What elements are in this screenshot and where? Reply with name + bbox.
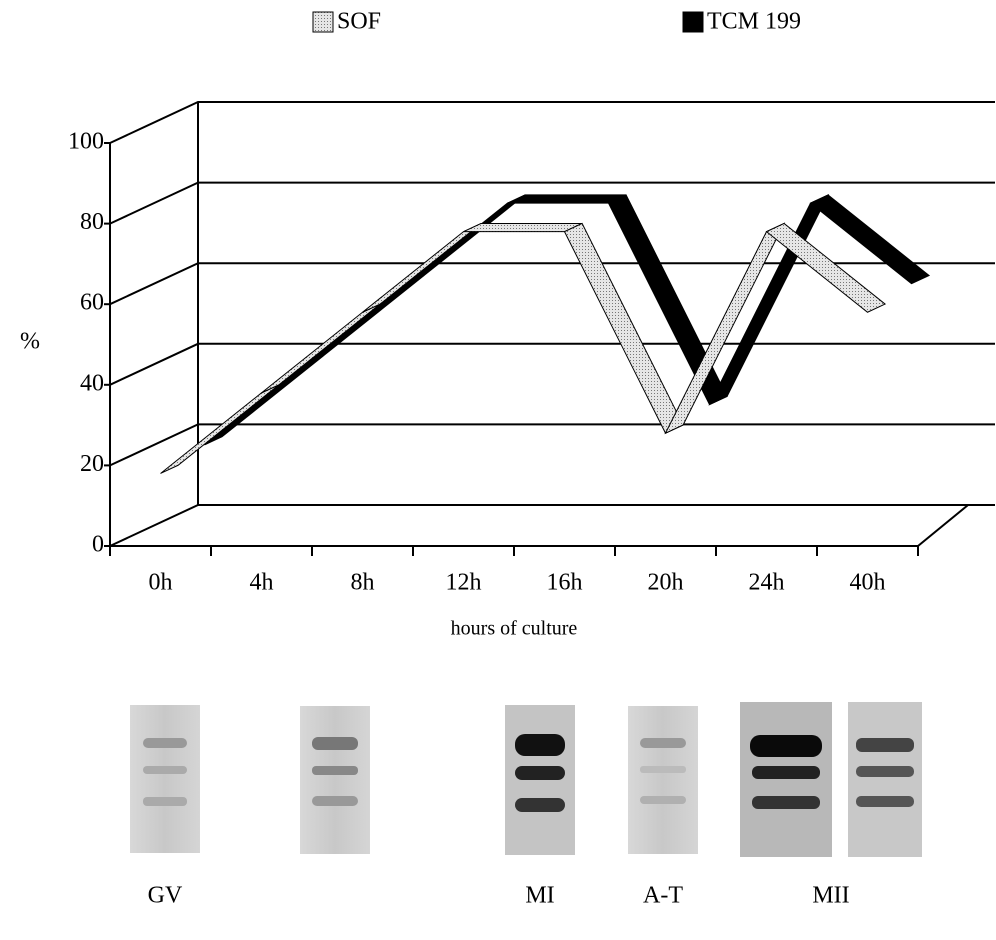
band (640, 766, 686, 773)
band (515, 734, 565, 756)
blot-label: MII (812, 883, 849, 909)
band (143, 797, 187, 806)
x-axis-label: hours of culture (451, 618, 578, 640)
band (312, 766, 358, 775)
band (752, 766, 820, 779)
y-tick-label: 0 (92, 532, 104, 558)
band (640, 796, 686, 804)
band (640, 738, 686, 748)
y-tick-label: 20 (80, 451, 104, 477)
ribbon-segment (407, 195, 526, 284)
grid-line (110, 102, 995, 143)
blot (300, 706, 370, 854)
ribbon-segment (363, 223, 482, 312)
band (143, 738, 187, 748)
band (143, 766, 187, 774)
blots (130, 702, 922, 857)
blot-label: MI (525, 883, 554, 909)
x-tick-label: 12h (446, 570, 482, 596)
grid-line (110, 505, 995, 546)
ribbon-segment (306, 276, 425, 365)
grid-line (110, 344, 995, 385)
y-tick-label: 100 (68, 129, 104, 155)
blot (628, 706, 698, 854)
x-tick-label: 24h (749, 570, 785, 596)
ribbon-segment (464, 223, 583, 231)
figure: % hours of culture GV MI A-T MII 0 20 40 60… (0, 0, 996, 935)
band (856, 796, 914, 807)
x-tick-label: 20h (648, 570, 684, 596)
band (750, 735, 822, 757)
band (856, 766, 914, 777)
band (312, 737, 358, 750)
ribbon-segment (161, 385, 280, 474)
y-tick-label: 60 (80, 290, 104, 316)
ribbon-segment (508, 195, 627, 203)
x-tick-label: 16h (547, 570, 583, 596)
legend-swatch (683, 12, 703, 32)
x-tick-label: 0h (149, 570, 173, 596)
blot-label: A-T (643, 883, 683, 909)
grid-line (110, 424, 995, 465)
blot (848, 702, 922, 857)
blot (130, 705, 200, 853)
x-tick-label: 8h (351, 570, 375, 596)
blot (740, 702, 832, 857)
legend-swatch (313, 12, 333, 32)
y-axis-label: % (20, 329, 40, 355)
legend-label: SOF (337, 9, 381, 35)
ribbon-segment (710, 195, 829, 405)
blot-label: GV (148, 883, 183, 909)
x-tick-label: 40h (850, 570, 886, 596)
ribbon-segment (262, 304, 381, 393)
band (515, 766, 565, 780)
band (856, 738, 914, 752)
band (312, 796, 358, 806)
y-tick-label: 40 (80, 370, 104, 396)
band (515, 798, 565, 812)
ribbon-segment (205, 356, 324, 445)
x-tick-label: 4h (250, 570, 274, 596)
floor-edge (918, 505, 968, 546)
y-tick-label: 80 (80, 209, 104, 235)
legend-label: TCM 199 (707, 9, 801, 35)
ribbon-segment (565, 223, 684, 433)
band (752, 796, 820, 809)
